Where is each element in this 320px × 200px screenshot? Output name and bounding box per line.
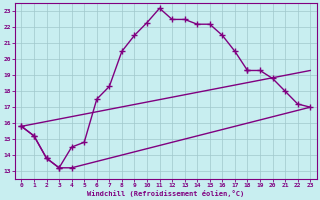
- X-axis label: Windchill (Refroidissement éolien,°C): Windchill (Refroidissement éolien,°C): [87, 190, 244, 197]
